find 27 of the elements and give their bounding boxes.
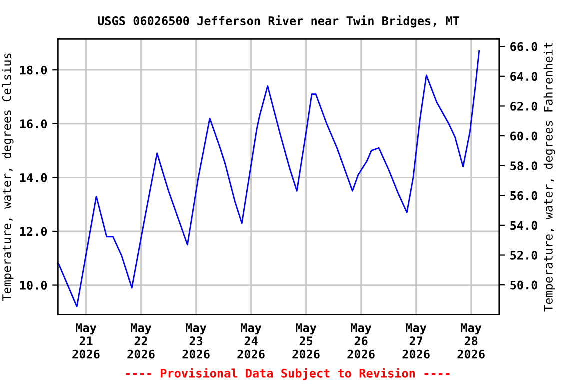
x-tick-label: May 23 2026 <box>182 324 210 359</box>
x-tick-label: May 28 2026 <box>458 324 485 359</box>
y-tick-label: 12.0 <box>20 227 48 236</box>
y2-tick-label: 66.0 <box>510 42 538 52</box>
y2-tick-label: 62.0 <box>510 102 538 111</box>
y2-tick-label: 58.0 <box>510 162 538 170</box>
x-tick-label: May 26 2026 <box>348 324 375 359</box>
x-tick-label: May 27 2026 <box>402 324 430 359</box>
x-tick-label: May 25 2026 <box>292 324 320 359</box>
y2-tick-label: 60.0 <box>510 132 538 141</box>
y2-tick-label: 56.0 <box>510 191 538 200</box>
y-axis-title: Temperature, water, degrees Celsius <box>2 54 14 302</box>
text: ---- Provisional Data Subject to Revision ---- <box>126 368 450 380</box>
y2-tick-label: 54.0 <box>510 221 538 230</box>
chart-title: USGS 06026500 Jefferson River near Twin Bridges, MT <box>98 16 460 28</box>
y2-axis-title: Temperature, water, degrees Fahrenheit <box>544 43 556 312</box>
line-series <box>58 50 480 308</box>
y-tick-label: 10.0 <box>20 281 48 290</box>
y2-tick-label: 64.0 <box>510 72 538 82</box>
x-tick-label: May 21 2026 <box>72 324 100 359</box>
y-tick-label: 14.0 <box>20 173 48 182</box>
x-tick-label: May 22 2026 <box>128 324 155 359</box>
y-tick-label: 16.0 <box>20 120 48 129</box>
y-tick-label: 18.0 <box>20 66 48 75</box>
y2-tick-label: 52.0 <box>510 250 538 260</box>
y2-tick-label: 50.0 <box>510 280 538 290</box>
x-tick-label: May 24 2026 <box>238 324 265 359</box>
